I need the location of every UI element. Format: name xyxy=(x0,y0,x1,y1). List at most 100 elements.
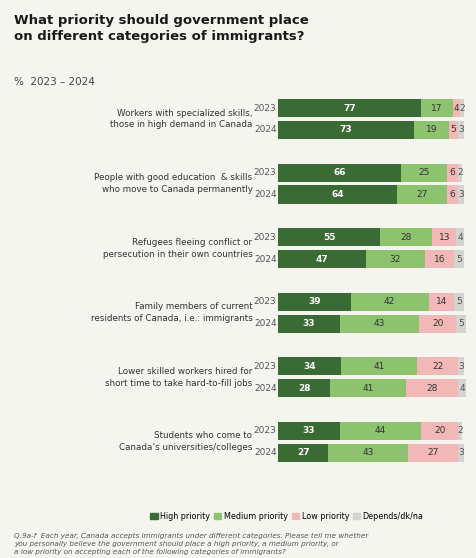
Bar xyxy=(278,121,413,139)
Bar xyxy=(457,379,465,397)
Text: 5: 5 xyxy=(450,126,456,134)
Text: 3: 3 xyxy=(457,448,463,457)
Bar xyxy=(278,185,396,204)
Legend: High priority, Medium priority, Low priority, Depends/dk/na: High priority, Medium priority, Low prio… xyxy=(147,508,426,524)
Text: 5: 5 xyxy=(457,319,463,328)
Bar xyxy=(457,444,463,462)
Bar xyxy=(365,250,424,268)
Text: 2024: 2024 xyxy=(253,448,276,457)
Text: 28: 28 xyxy=(298,384,310,393)
Text: 44: 44 xyxy=(374,426,385,435)
Bar xyxy=(420,422,457,440)
Bar xyxy=(341,357,416,376)
Text: Workers with specialized skills,
those in high demand in Canada: Workers with specialized skills, those i… xyxy=(110,109,252,129)
Text: 43: 43 xyxy=(373,319,384,328)
Bar xyxy=(431,228,456,246)
Bar xyxy=(456,315,465,333)
Text: 2024: 2024 xyxy=(253,254,276,263)
Text: 19: 19 xyxy=(425,126,436,134)
Bar xyxy=(454,292,463,311)
Text: 3: 3 xyxy=(457,362,463,371)
Text: 66: 66 xyxy=(333,168,345,177)
Bar xyxy=(457,185,463,204)
Text: 2023: 2023 xyxy=(253,233,276,242)
Text: 6: 6 xyxy=(449,190,455,199)
Text: 6: 6 xyxy=(449,168,455,177)
Text: Students who come to
Canada’s universities/colleges: Students who come to Canada’s universiti… xyxy=(119,431,252,452)
Text: Q.9a-f  Each year, Canada accepts immigrants under different categories. Please : Q.9a-f Each year, Canada accepts immigra… xyxy=(14,533,368,555)
Text: %  2023 – 2024: % 2023 – 2024 xyxy=(14,77,95,87)
Text: 43: 43 xyxy=(362,448,373,457)
Bar xyxy=(339,422,420,440)
Bar xyxy=(457,357,463,376)
Bar xyxy=(278,250,365,268)
Bar xyxy=(420,99,452,117)
Bar xyxy=(400,163,446,181)
Text: 25: 25 xyxy=(417,168,429,177)
Bar xyxy=(424,250,454,268)
Bar xyxy=(379,228,431,246)
Text: 77: 77 xyxy=(343,104,356,113)
Text: 2024: 2024 xyxy=(253,384,276,393)
Bar xyxy=(454,250,463,268)
Bar xyxy=(427,292,454,311)
Bar xyxy=(456,228,463,246)
Text: 33: 33 xyxy=(302,319,315,328)
Bar xyxy=(278,357,341,376)
Text: 27: 27 xyxy=(297,448,309,457)
Text: 20: 20 xyxy=(433,426,445,435)
Bar xyxy=(446,185,457,204)
Text: 2: 2 xyxy=(456,426,462,435)
Bar xyxy=(350,292,427,311)
Text: Refugees fleeing conflict or
persecution in their own countries: Refugees fleeing conflict or persecution… xyxy=(102,238,252,258)
Text: 27: 27 xyxy=(416,190,427,199)
Text: 20: 20 xyxy=(431,319,443,328)
Text: 28: 28 xyxy=(426,384,437,393)
Text: 2: 2 xyxy=(456,168,462,177)
Bar xyxy=(396,185,446,204)
Bar xyxy=(457,422,461,440)
Text: 39: 39 xyxy=(307,297,320,306)
Bar xyxy=(452,99,459,117)
Bar xyxy=(457,163,461,181)
Text: 5: 5 xyxy=(455,297,461,306)
Bar xyxy=(448,121,457,139)
Text: 2: 2 xyxy=(458,104,464,113)
Text: 13: 13 xyxy=(437,233,449,242)
Text: 16: 16 xyxy=(433,254,445,263)
Text: 3: 3 xyxy=(457,126,463,134)
Text: People with good education  & skills
who move to Canada permanently: People with good education & skills who … xyxy=(94,173,252,194)
Bar xyxy=(328,444,407,462)
Text: 17: 17 xyxy=(430,104,442,113)
Text: 2023: 2023 xyxy=(253,104,276,113)
Text: Family members of current
residents of Canada, i.e.: immigrants: Family members of current residents of C… xyxy=(90,302,252,323)
Text: 41: 41 xyxy=(362,384,373,393)
Text: 2023: 2023 xyxy=(253,297,276,306)
Bar xyxy=(416,357,457,376)
Text: 27: 27 xyxy=(426,448,438,457)
Text: 4: 4 xyxy=(458,384,464,393)
Text: 28: 28 xyxy=(400,233,411,242)
Text: 73: 73 xyxy=(339,126,352,134)
Text: 2023: 2023 xyxy=(253,362,276,371)
Bar xyxy=(278,228,379,246)
Text: 3: 3 xyxy=(457,190,463,199)
Text: 34: 34 xyxy=(303,362,316,371)
Text: 64: 64 xyxy=(331,190,343,199)
Bar xyxy=(406,379,457,397)
Text: 2024: 2024 xyxy=(253,190,276,199)
Bar xyxy=(278,422,339,440)
Bar xyxy=(459,99,463,117)
Text: 4: 4 xyxy=(456,233,462,242)
Bar xyxy=(278,163,400,181)
Text: 2023: 2023 xyxy=(253,426,276,435)
Text: What priority should government place
on different categories of immigrants?: What priority should government place on… xyxy=(14,14,308,44)
Bar xyxy=(418,315,456,333)
Text: 2024: 2024 xyxy=(253,319,276,328)
Text: 47: 47 xyxy=(315,254,327,263)
Text: 14: 14 xyxy=(435,297,446,306)
Text: 55: 55 xyxy=(322,233,335,242)
Text: 2024: 2024 xyxy=(253,126,276,134)
Text: 33: 33 xyxy=(302,426,315,435)
Bar xyxy=(278,315,339,333)
